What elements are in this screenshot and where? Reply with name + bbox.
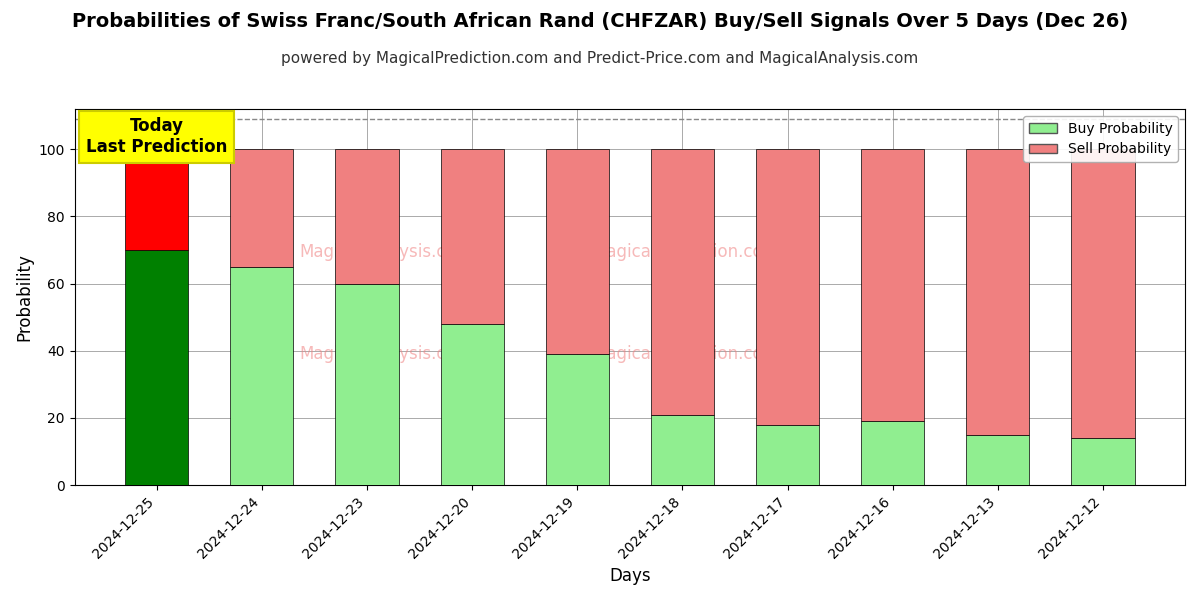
Text: Today
Last Prediction: Today Last Prediction xyxy=(86,118,227,156)
X-axis label: Days: Days xyxy=(610,567,650,585)
Bar xyxy=(1072,438,1134,485)
Y-axis label: Probability: Probability xyxy=(16,253,34,341)
Text: MagicalAnalysis.com: MagicalAnalysis.com xyxy=(299,243,472,261)
Bar xyxy=(650,415,714,485)
Bar xyxy=(336,284,398,485)
Bar xyxy=(230,149,293,267)
Bar xyxy=(546,354,608,485)
Bar xyxy=(546,149,608,354)
Bar xyxy=(1072,149,1134,438)
Bar xyxy=(336,149,398,284)
Bar xyxy=(756,149,820,425)
Bar xyxy=(862,149,924,421)
Text: MagicalAnalysis.com: MagicalAnalysis.com xyxy=(299,344,472,362)
Bar xyxy=(125,149,188,250)
Text: MagicalPrediction.com: MagicalPrediction.com xyxy=(592,243,779,261)
Text: MagicalPrediction.com: MagicalPrediction.com xyxy=(592,344,779,362)
Bar xyxy=(440,149,504,324)
Legend: Buy Probability, Sell Probability: Buy Probability, Sell Probability xyxy=(1024,116,1178,162)
Bar xyxy=(966,435,1030,485)
Bar xyxy=(230,267,293,485)
Bar xyxy=(862,421,924,485)
Bar xyxy=(125,250,188,485)
Text: Probabilities of Swiss Franc/South African Rand (CHFZAR) Buy/Sell Signals Over 5: Probabilities of Swiss Franc/South Afric… xyxy=(72,12,1128,31)
Bar xyxy=(966,149,1030,435)
Text: powered by MagicalPrediction.com and Predict-Price.com and MagicalAnalysis.com: powered by MagicalPrediction.com and Pre… xyxy=(281,51,919,66)
Bar xyxy=(756,425,820,485)
Bar xyxy=(440,324,504,485)
Bar xyxy=(650,149,714,415)
